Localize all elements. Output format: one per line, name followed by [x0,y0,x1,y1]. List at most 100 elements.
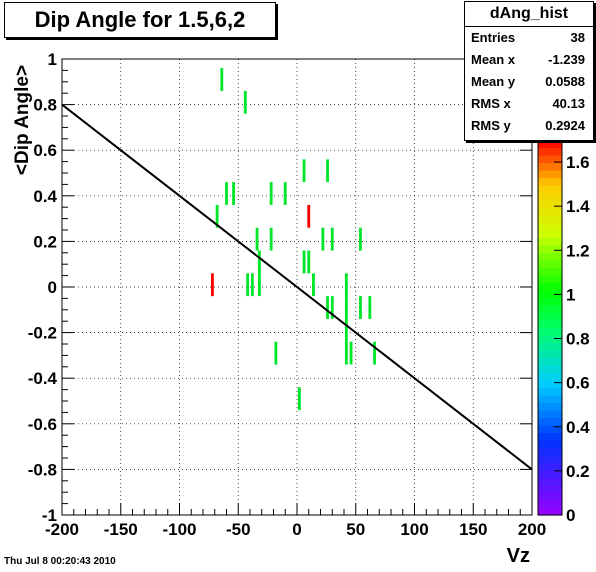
histogram-cell [269,182,273,205]
z-tick-label: 1.6 [566,153,590,172]
stats-value: 40.13 [552,96,585,111]
timestamp: Thu Jul 8 00:20:43 2010 [4,556,116,567]
stats-row: Mean y 0.0588 [465,71,593,93]
palette-band [538,267,562,276]
z-tick-label: 0.2 [566,462,590,481]
histogram-cell [344,296,348,319]
palette-band [538,342,562,351]
y-tick-label: -0.8 [28,460,57,479]
palette-band [538,485,562,494]
y-tick-label: -0.2 [28,324,57,343]
palette-band [538,477,562,486]
histogram-cell [246,273,250,297]
x-tick-label: -150 [104,520,138,539]
histogram-cell [373,341,376,365]
y-axis-ticks: -1 -0.8 -0.6 -0.4 -0.2 0 0.2 0.4 0.6 0.8 1 [28,50,532,525]
histogram-cell [359,227,362,251]
palette-band [538,507,562,516]
histogram-cell [302,250,306,274]
stats-label: RMS x [471,96,511,111]
z-tick-label: 0.8 [566,330,590,349]
palette-band [538,215,562,224]
palette-band [538,275,562,284]
palette-band [538,410,562,419]
palette-band [538,470,562,479]
histogram-cell [321,227,325,251]
palette-band [538,260,562,269]
stats-value: 0.0588 [545,74,585,89]
x-tick-label: 100 [400,520,428,539]
stats-label: Mean x [471,52,516,67]
stats-label: Mean y [471,74,516,89]
z-tick-label: 0 [566,506,575,525]
histogram-cell [368,296,372,319]
histogram-cell [359,296,362,319]
palette-band [538,350,562,359]
palette-band [538,500,562,509]
histogram-cell [225,182,228,205]
fit-line [61,103,533,471]
palette-band [538,357,562,366]
palette-band [538,387,562,396]
histogram-cell [307,204,311,228]
histogram-cell [349,341,353,365]
palette-band [538,327,562,336]
palette-band [538,365,562,374]
histogram-cell [220,68,224,91]
z-tick-label: 1.2 [566,241,590,260]
histogram-cell [250,273,254,297]
histogram-cell [344,318,348,342]
stats-row: RMS x 40.13 [465,93,593,115]
x-tick-label: 150 [459,520,487,539]
x-tick-label: 50 [346,520,365,539]
z-tick-label: 1.4 [566,197,590,216]
palette-band [538,455,562,464]
palette-band [538,312,562,321]
z-tick-label: 0.4 [566,418,590,437]
stats-value: -1.239 [548,52,585,67]
histogram-cell [269,227,273,251]
histogram-cell [215,204,219,228]
y-tick-label: 0 [48,278,57,297]
histogram-cell [344,341,348,365]
y-tick-label: -0.4 [28,369,58,388]
histogram-cell [307,250,311,274]
histogram-cell [274,341,278,365]
stats-value: 0.2924 [545,118,585,133]
palette-band [538,155,562,164]
x-tick-label: -200 [45,520,79,539]
palette-band [538,170,562,179]
stats-row: RMS y 0.2924 [465,115,593,137]
y-tick-label: -0.6 [28,415,57,434]
palette-band [538,282,562,291]
stats-value: 38 [570,30,585,45]
histogram-cell [257,273,261,297]
x-tick-label: -100 [162,520,196,539]
z-tick-label: 0.6 [566,374,590,393]
palette-band [538,372,562,381]
x-tick-label: 200 [518,520,546,539]
palette-band [538,320,562,329]
x-tick-label: 0 [292,520,301,539]
histogram-cell [255,227,259,251]
palette-band [538,177,562,186]
palette-band [538,185,562,194]
stats-row: Entries 38 [465,27,593,49]
x-tick-label: -50 [226,520,251,539]
x-axis-ticks: -200 -150 -100 -50 0 50 100 150 200 [45,503,546,539]
y-tick-label: -1 [42,506,57,525]
histogram-cell [210,273,214,297]
y-tick-label: 1 [48,50,57,69]
palette-band [538,252,562,261]
histogram-cell [330,227,334,251]
palette-band [538,395,562,404]
histogram-cell [344,273,348,297]
z-axis-ticks: 0 0.2 0.4 0.6 0.8 1 1.2 1.4 1.6 [554,153,590,525]
palette-band [538,237,562,246]
color-palette [537,139,563,516]
palette-band [538,305,562,314]
palette-band [538,447,562,456]
stats-row: Mean x -1.239 [465,49,593,71]
stats-label: RMS y [471,118,511,133]
